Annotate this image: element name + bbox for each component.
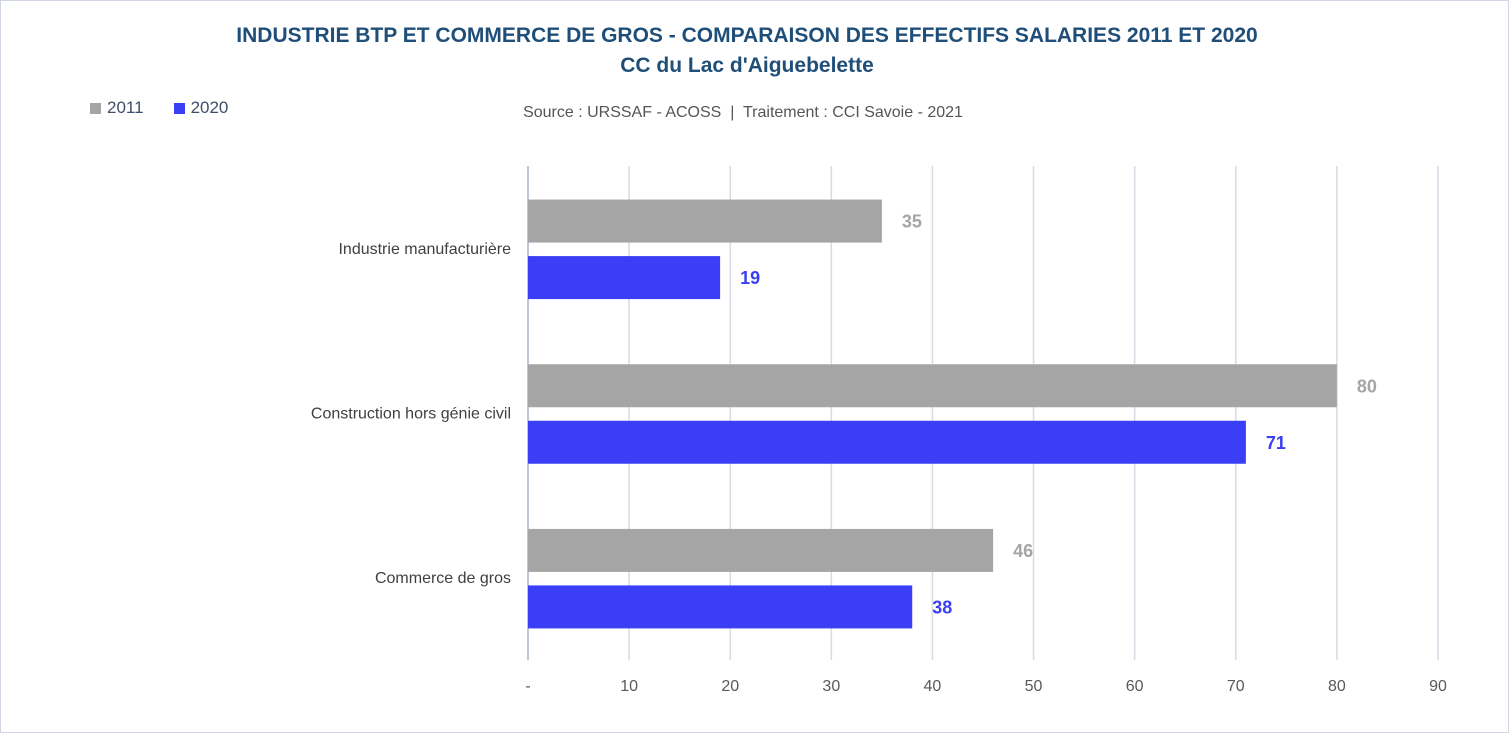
- source-note: Source : URSSAF - ACOSS | Traitement : C…: [523, 104, 963, 121]
- data-label-2020-industrie-manufacturiere: 19: [740, 268, 760, 288]
- data-label-2020-construction-hors-genie-civil: 71: [1266, 433, 1286, 453]
- bar-2020-commerce-de-gros: [528, 585, 913, 629]
- legend-entry-2020: 2020: [173, 98, 229, 118]
- legend-label-2011: 2011: [107, 98, 144, 117]
- category-label-commerce-de-gros: Commerce de gros: [375, 570, 511, 587]
- x-tick-label-10: 10: [620, 678, 638, 695]
- x-tick-label-40: 40: [924, 678, 942, 695]
- legend-swatch-2011: [90, 102, 101, 114]
- legend-swatch-2020: [173, 102, 185, 114]
- x-tick-label-80: 80: [1328, 678, 1346, 695]
- data-label-2020-commerce-de-gros: 38: [932, 597, 952, 617]
- data-label-2011-industrie-manufacturiere: 35: [902, 212, 922, 232]
- legend-label-2020: 2020: [190, 98, 229, 117]
- chart-subtitle: CC du Lac d'Aiguebelette: [620, 54, 874, 77]
- data-label-2011-commerce-de-gros: 46: [1013, 541, 1033, 561]
- x-tick-label-0: -: [525, 678, 530, 695]
- x-tick-label-50: 50: [1025, 678, 1043, 695]
- category-label-industrie-manufacturiere: Industrie manufacturière: [338, 241, 511, 258]
- x-tick-label-70: 70: [1227, 678, 1245, 695]
- bar-2011-commerce-de-gros: [528, 528, 994, 572]
- chart-title: INDUSTRIE BTP ET COMMERCE DE GROS - COMP…: [236, 24, 1258, 47]
- legend-entry-2011: 2011: [90, 98, 144, 118]
- data-label-2011-construction-hors-genie-civil: 80: [1357, 376, 1377, 396]
- category-label-construction-hors-genie-civil: Construction hors génie civil: [311, 406, 511, 423]
- bar-2020-construction-hors-genie-civil: [528, 420, 1246, 464]
- x-tick-label-30: 30: [822, 678, 840, 695]
- x-tick-label-90: 90: [1429, 678, 1447, 695]
- bar-2020-industrie-manufacturiere: [528, 256, 721, 300]
- legend: 2011 2020: [90, 98, 228, 118]
- bar-2011-construction-hors-genie-civil: [528, 364, 1337, 408]
- x-tick-label-60: 60: [1126, 678, 1144, 695]
- bar-2011-industrie-manufacturiere: [528, 199, 882, 243]
- x-tick-label-20: 20: [721, 678, 739, 695]
